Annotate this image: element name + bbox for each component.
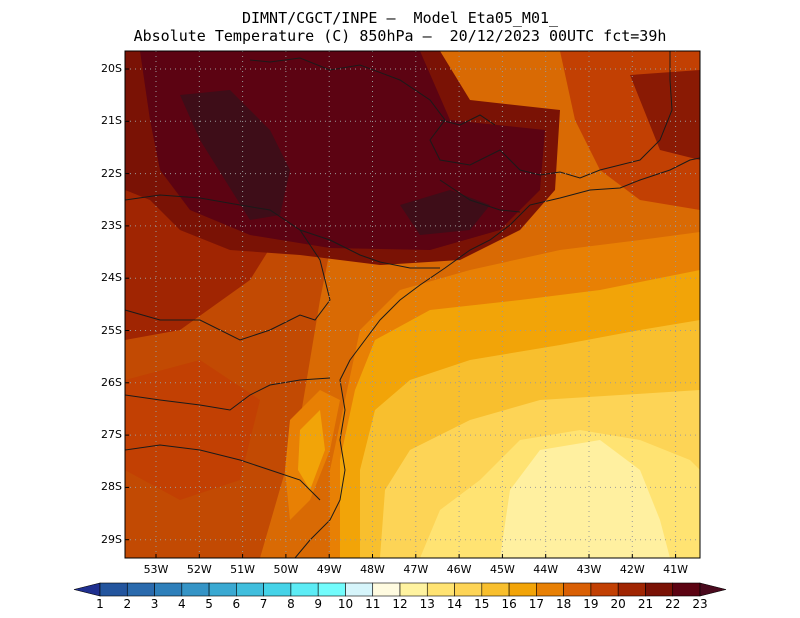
colorbar-swatch bbox=[208, 582, 237, 597]
colorbar-swatch bbox=[181, 582, 210, 597]
colorbar-swatch bbox=[263, 582, 292, 597]
colorbar-label: 21 bbox=[637, 597, 654, 611]
lon-tick-label: 53W bbox=[143, 563, 169, 576]
colorbar-label: 16 bbox=[501, 597, 517, 611]
lat-tick-label: 29S bbox=[101, 532, 122, 546]
lon-tick-label: 48W bbox=[360, 563, 385, 576]
lon-tick-label: 47W bbox=[403, 563, 429, 576]
lat-tick-label: 28S bbox=[101, 480, 122, 494]
lon-tick-label: 42W bbox=[619, 563, 645, 576]
lat-tick-label: 27S bbox=[101, 428, 122, 442]
lat-tick-label: 24S bbox=[101, 271, 122, 285]
colorbar-label: 3 bbox=[150, 597, 159, 611]
colorbar-swatch bbox=[154, 582, 183, 597]
lon-tick-label: 50W bbox=[273, 563, 299, 576]
colorbar-label: 2 bbox=[123, 597, 132, 611]
colorbar-swatch bbox=[508, 582, 537, 597]
colorbar-label: 10 bbox=[337, 597, 354, 611]
lon-tick-label: 41W bbox=[663, 563, 689, 576]
colorbar-swatch bbox=[317, 582, 346, 597]
colorbar-label: 19 bbox=[583, 597, 599, 611]
lon-tick-label: 51W bbox=[230, 563, 256, 576]
colorbar-label: 11 bbox=[365, 597, 381, 611]
colorbar-label: 4 bbox=[177, 597, 186, 611]
colorbar-swatch bbox=[126, 582, 155, 597]
lat-tick-label: 26S bbox=[101, 375, 122, 389]
colorbar-label: 18 bbox=[555, 597, 572, 611]
colorbar-swatch bbox=[617, 582, 646, 597]
colorbar-label: 6 bbox=[232, 597, 241, 611]
colorbar-swatch bbox=[345, 582, 374, 597]
lon-tick-label: 49W bbox=[316, 563, 342, 576]
colorbar-swatch bbox=[536, 582, 564, 597]
map-title-line-2: Absolute Temperature (C) 850hPa – 20/12/… bbox=[133, 27, 667, 45]
boundary-lines bbox=[125, 51, 700, 558]
colorbar-swatch bbox=[563, 582, 592, 597]
colorbar-swatch bbox=[645, 582, 674, 597]
colorbar-label: 22 bbox=[665, 597, 681, 611]
lon-tick-label: 52W bbox=[186, 563, 212, 576]
colorbar-label: 14 bbox=[446, 597, 463, 611]
graticule bbox=[125, 51, 700, 558]
colorbar-swatch bbox=[454, 582, 483, 597]
colorbar-label: 9 bbox=[314, 597, 322, 611]
lat-tick-label: 21S bbox=[101, 114, 122, 128]
colorbar-swatch bbox=[290, 582, 319, 597]
colorbar-swatch bbox=[426, 582, 455, 597]
colorbar-swatch bbox=[672, 582, 701, 597]
colorbar-swatch bbox=[590, 582, 619, 597]
colorbar-swatch bbox=[236, 582, 264, 597]
colorbar-swatch bbox=[399, 582, 428, 597]
lat-tick-label: 20S bbox=[101, 62, 122, 75]
lat-tick-label: 23S bbox=[101, 218, 122, 232]
colorbar-label: 15 bbox=[474, 597, 490, 611]
colorbar-over-arrow bbox=[699, 582, 727, 597]
lon-tick-label: 46W bbox=[446, 563, 472, 576]
lon-tick-label: 43W bbox=[576, 563, 602, 576]
lat-tick-label: 22S bbox=[101, 166, 122, 180]
colorbar-label: 12 bbox=[392, 597, 408, 611]
colorbar-label: 5 bbox=[205, 597, 213, 611]
lon-tick-label: 44W bbox=[533, 563, 559, 576]
lat-tick-label: 25S bbox=[101, 323, 122, 337]
colorbar-label: 7 bbox=[259, 597, 268, 611]
colorbar bbox=[73, 582, 727, 597]
colorbar-label: 8 bbox=[287, 597, 295, 611]
colorbar-label: 13 bbox=[419, 597, 435, 611]
map-title-line-1: DIMNT/CGCT/INPE – Model Eta05_M01_ bbox=[241, 9, 559, 27]
colorbar-label: 17 bbox=[528, 597, 544, 611]
lon-tick-label: 45W bbox=[489, 563, 515, 576]
colorbar-swatch bbox=[99, 582, 128, 597]
colorbar-label: 20 bbox=[610, 597, 626, 611]
colorbar-label: 23 bbox=[692, 597, 708, 611]
colorbar-under-arrow bbox=[73, 582, 101, 597]
colorbar-swatch bbox=[372, 582, 401, 597]
colorbar-label: 1 bbox=[96, 597, 104, 611]
colorbar-swatch bbox=[481, 582, 510, 597]
axis-ticks bbox=[125, 68, 677, 558]
temperature-field bbox=[125, 51, 700, 558]
map-frame bbox=[124, 50, 701, 559]
